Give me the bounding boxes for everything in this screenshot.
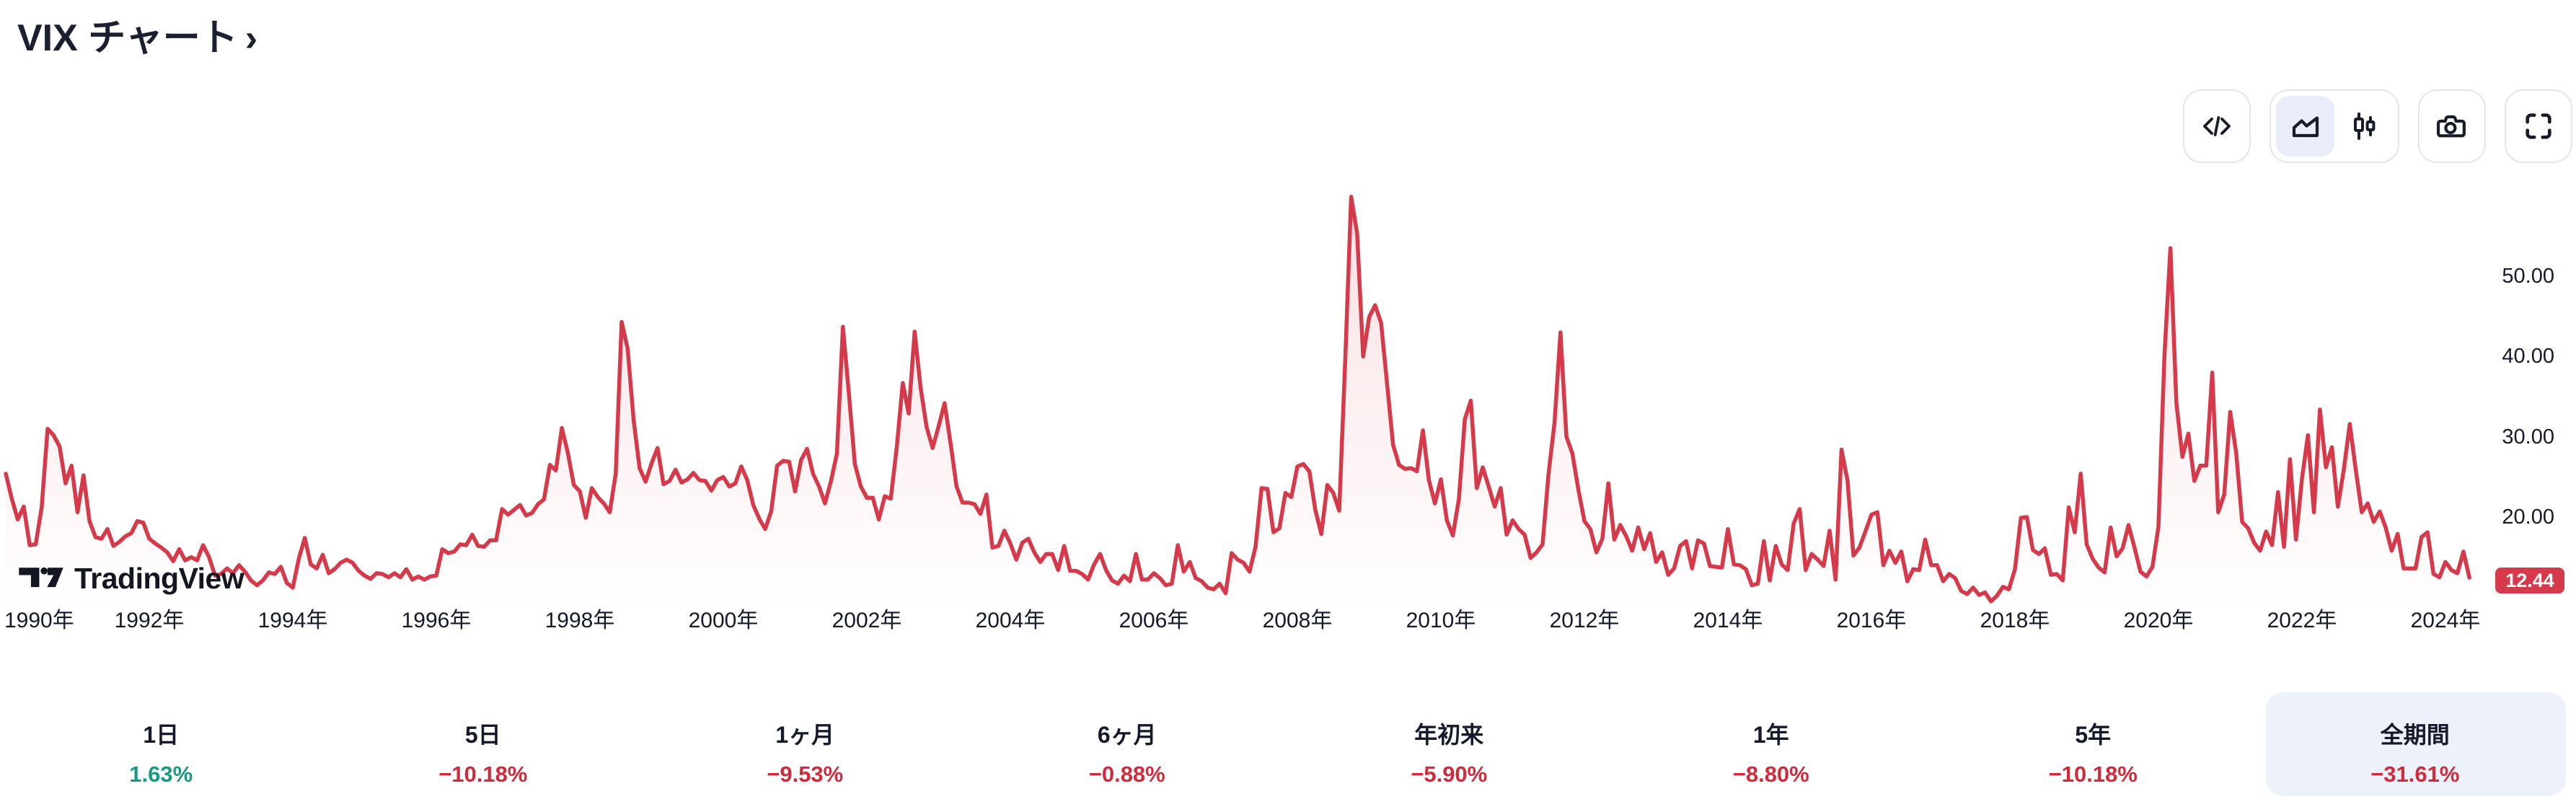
period-change: −8.80% bbox=[1732, 762, 1809, 787]
price-line bbox=[4, 195, 2471, 604]
camera-icon bbox=[2434, 108, 2470, 144]
candles-icon bbox=[2347, 109, 2381, 144]
period-change: −9.53% bbox=[767, 762, 844, 787]
period-5year[interactable]: 5年 −10.18% bbox=[1932, 691, 2254, 799]
period-label: 5年 bbox=[2075, 722, 2112, 748]
area-fill bbox=[6, 196, 2470, 613]
chevron-right-icon: › bbox=[244, 17, 258, 59]
period-all[interactable]: 全期間 −31.61% bbox=[2254, 691, 2576, 799]
period-label: 5日 bbox=[464, 722, 501, 748]
tradingview-logo-text: TradingView bbox=[74, 562, 244, 595]
tradingview-logo[interactable]: TradingView bbox=[18, 562, 244, 596]
chart-type-switcher bbox=[2270, 89, 2399, 163]
period-change: −10.18% bbox=[438, 762, 528, 787]
embed-code-button[interactable] bbox=[2183, 89, 2251, 163]
period-change: −10.18% bbox=[2048, 762, 2138, 787]
x-axis-label: 1996年 bbox=[401, 609, 472, 632]
last-price-badge: 12.44 bbox=[2495, 568, 2564, 594]
period-label: 全期間 bbox=[2380, 722, 2450, 748]
x-axis-label: 1992年 bbox=[114, 609, 185, 632]
x-axis-label: 2004年 bbox=[975, 609, 1046, 632]
chart-title-link[interactable]: VIX チャート › bbox=[17, 7, 257, 61]
snapshot-button[interactable] bbox=[2418, 89, 2486, 163]
period-1year[interactable]: 1年 −8.80% bbox=[1610, 691, 1933, 799]
period-1day[interactable]: 1日 1.63% bbox=[0, 691, 322, 799]
y-axis-label: 20.00 bbox=[2502, 506, 2554, 529]
x-axis-label: 2010年 bbox=[1406, 609, 1476, 632]
period-change: −31.61% bbox=[2370, 762, 2460, 787]
period-change: −0.88% bbox=[1088, 762, 1165, 787]
period-label: 1ヶ月 bbox=[775, 722, 835, 748]
x-axis-label: 2000年 bbox=[688, 609, 759, 632]
code-icon bbox=[2200, 109, 2234, 144]
x-axis-label: 1994年 bbox=[257, 609, 328, 632]
x-axis-label: 2022年 bbox=[2267, 609, 2337, 632]
period-label: 6ヶ月 bbox=[1097, 722, 1157, 748]
period-label: 1日 bbox=[143, 722, 180, 748]
x-axis-label: 2020年 bbox=[2123, 609, 2194, 632]
period-6month[interactable]: 6ヶ月 −0.88% bbox=[966, 691, 1289, 799]
area-chart-icon bbox=[2288, 109, 2323, 144]
y-axis-label: 50.00 bbox=[2502, 265, 2554, 288]
period-change: −5.90% bbox=[1411, 762, 1488, 787]
y-axis-label: 30.00 bbox=[2502, 425, 2554, 449]
x-axis-label: 2002年 bbox=[832, 609, 902, 632]
x-axis-label: 2014年 bbox=[1693, 609, 1763, 632]
period-label: 年初来 bbox=[1414, 722, 1484, 748]
period-change: 1.63% bbox=[129, 762, 193, 787]
fullscreen-button[interactable] bbox=[2505, 89, 2572, 163]
x-axis-label: 2018年 bbox=[1980, 609, 2050, 632]
period-stats-row: 1日 1.63% 5日 −10.18% 1ヶ月 −9.53% 6ヶ月 −0.88… bbox=[0, 691, 2576, 799]
page-title: VIX チャート bbox=[17, 17, 238, 59]
x-axis-label: 1990年 bbox=[4, 609, 74, 632]
candles-chart-type-button[interactable] bbox=[2334, 96, 2393, 156]
area-chart-type-button[interactable] bbox=[2276, 96, 2334, 156]
chart-toolbar bbox=[2183, 89, 2572, 163]
period-1month[interactable]: 1ヶ月 −9.53% bbox=[644, 691, 966, 799]
x-axis-label: 2006年 bbox=[1119, 609, 1189, 632]
fullscreen-icon bbox=[2522, 110, 2555, 143]
selected-period-card bbox=[2265, 692, 2566, 796]
y-axis-label: 40.00 bbox=[2502, 345, 2554, 368]
x-axis-label: 2008年 bbox=[1262, 609, 1333, 632]
period-ytd[interactable]: 年初来 −5.90% bbox=[1288, 691, 1610, 799]
x-axis-label: 2016年 bbox=[1836, 609, 1907, 632]
period-5day[interactable]: 5日 −10.18% bbox=[322, 691, 645, 799]
x-axis-label: 1998年 bbox=[544, 609, 615, 632]
period-label: 1年 bbox=[1752, 722, 1789, 748]
x-axis-label: 2012年 bbox=[1549, 609, 1620, 632]
tradingview-logo-mark bbox=[18, 565, 64, 593]
x-axis-label: 2024年 bbox=[2410, 609, 2481, 632]
